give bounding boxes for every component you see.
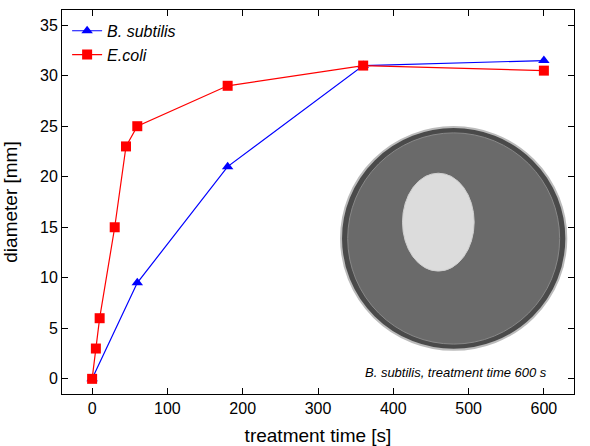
svg-text:600: 600 xyxy=(531,400,558,417)
svg-text:30: 30 xyxy=(40,67,58,84)
svg-text:500: 500 xyxy=(455,400,482,417)
svg-text:25: 25 xyxy=(40,118,58,135)
svg-text:0: 0 xyxy=(88,400,97,417)
svg-text:E.coli: E.coli xyxy=(107,47,147,64)
svg-text:35: 35 xyxy=(40,17,58,34)
svg-text:B. subtilis, treatment time 60: B. subtilis, treatment time 600 s xyxy=(365,365,547,380)
svg-text:300: 300 xyxy=(305,400,332,417)
svg-text:200: 200 xyxy=(229,400,256,417)
svg-text:B. subtilis: B. subtilis xyxy=(107,23,175,40)
svg-text:treatment time [s]: treatment time [s] xyxy=(245,425,392,446)
svg-text:400: 400 xyxy=(380,400,407,417)
svg-text:0: 0 xyxy=(49,370,58,387)
svg-text:15: 15 xyxy=(40,219,58,236)
svg-text:100: 100 xyxy=(154,400,181,417)
svg-text:5: 5 xyxy=(49,320,58,337)
svg-text:diameter [mm]: diameter [mm] xyxy=(0,141,21,262)
svg-text:10: 10 xyxy=(40,269,58,286)
svg-text:20: 20 xyxy=(40,168,58,185)
